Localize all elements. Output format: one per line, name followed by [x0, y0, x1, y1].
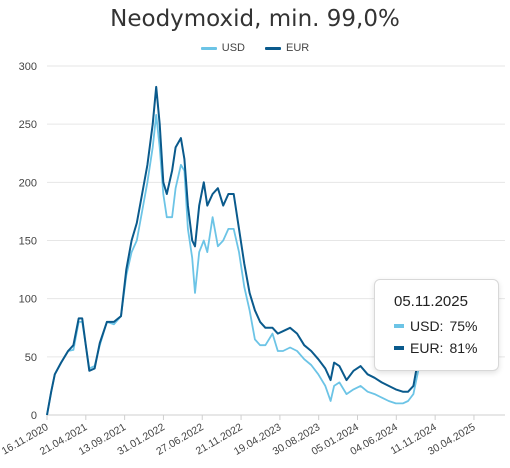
chart-legend: USD EUR [0, 42, 510, 54]
y-tick-label: 300 [19, 61, 37, 73]
tooltip-row-usd: USD: 75% [394, 318, 477, 334]
legend-swatch-eur [265, 46, 281, 50]
y-tick-label: 150 [19, 236, 37, 248]
tooltip-eur-value: 81% [449, 340, 478, 356]
legend-label-usd: USD [221, 42, 245, 54]
tooltip-eur-label: EUR: [410, 340, 444, 356]
chart-title: Neodymoxid, min. 99,0% [110, 6, 400, 32]
tooltip-row-eur: EUR: 81% [394, 340, 477, 356]
y-tick-label: 100 [19, 294, 37, 306]
legend-item-usd[interactable]: USD [200, 42, 245, 54]
tooltip-usd-value: 75% [449, 318, 478, 334]
y-tick-label: 200 [19, 177, 37, 189]
y-tick-label: 50 [25, 352, 37, 364]
series-line-usd [46, 114, 429, 416]
y-tick-label: 250 [19, 119, 37, 131]
legend-swatch-usd [200, 46, 217, 50]
legend-label-eur: EUR [286, 42, 310, 54]
tooltip-usd-label: USD: [410, 318, 444, 334]
tooltip-swatch-usd [394, 324, 404, 328]
y-tick-label: 0 [31, 410, 37, 422]
legend-item-eur[interactable]: EUR [265, 42, 309, 54]
chart-tooltip: 05.11.2025 USD: 75% EUR: 81% [374, 279, 499, 371]
tooltip-date: 05.11.2025 [394, 293, 468, 310]
tooltip-swatch-eur [394, 346, 404, 350]
series-line-eur [46, 85, 429, 416]
